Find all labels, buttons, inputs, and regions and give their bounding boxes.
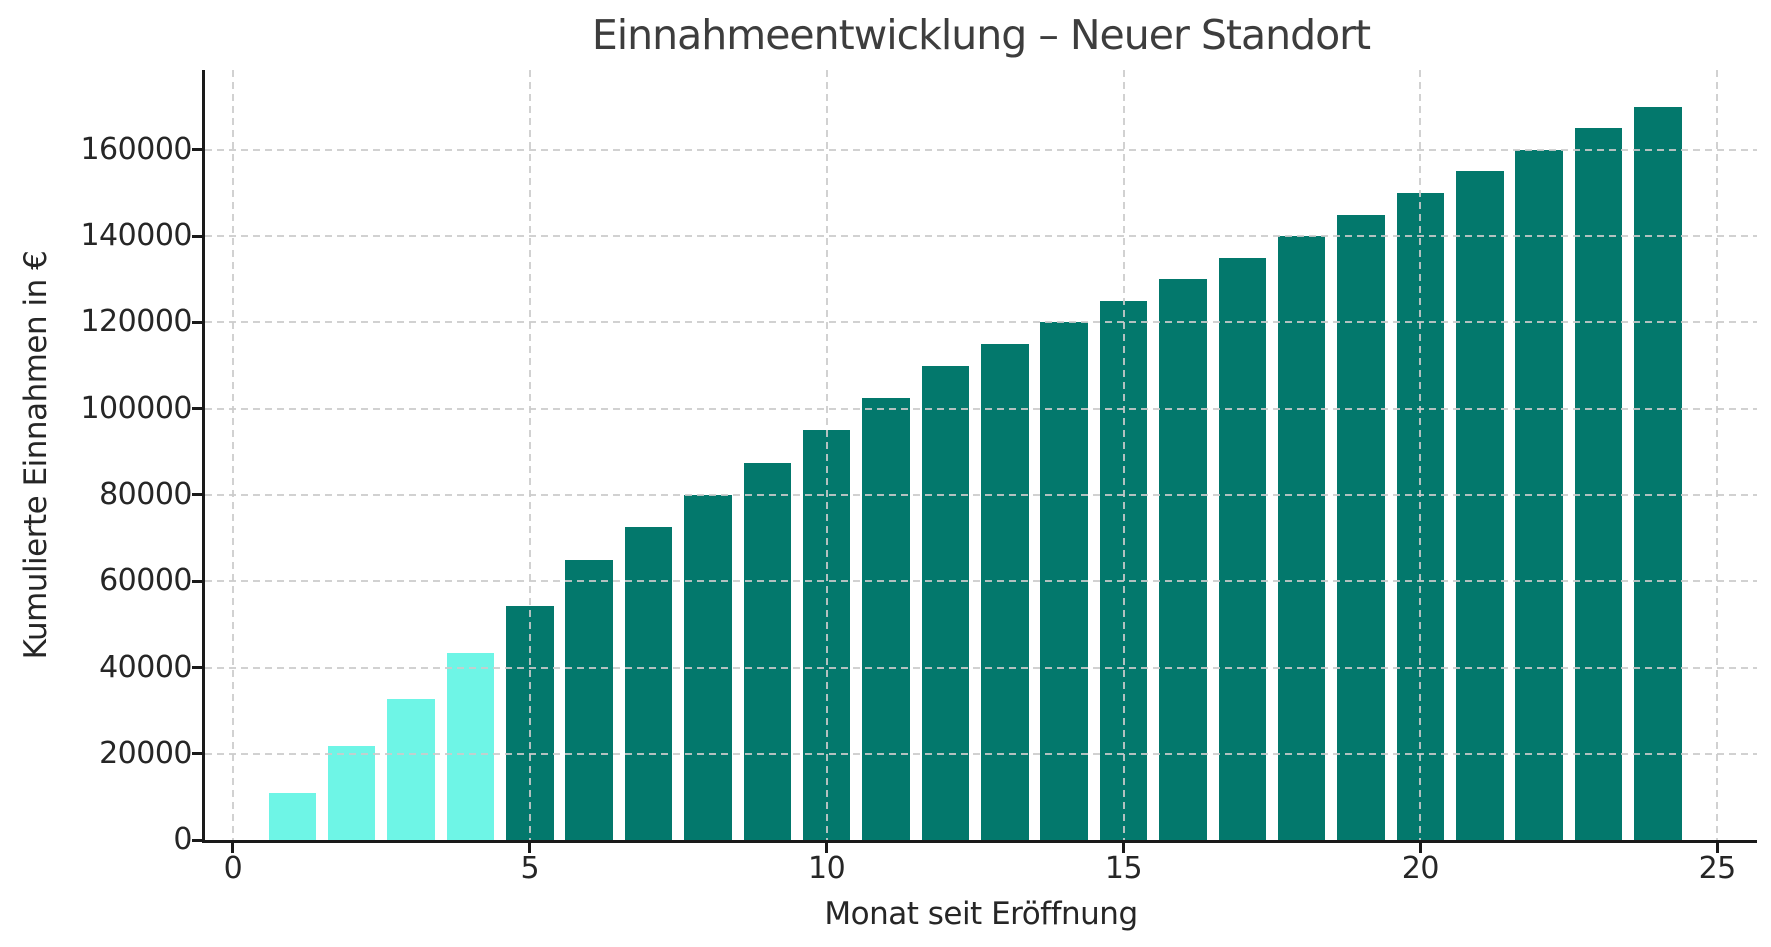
- y-tick-80000: [192, 493, 205, 497]
- y-tick-label-140000: 140000: [80, 218, 192, 254]
- x-tick-20: [1418, 840, 1422, 853]
- bar-month-18: [1277, 236, 1326, 840]
- gridline-h-60000: [205, 580, 1757, 583]
- bar-month-9: [743, 462, 791, 840]
- y-tick-label-40000: 40000: [99, 649, 192, 685]
- bar-month-12: [921, 365, 970, 840]
- y-tick-label-100000: 100000: [80, 390, 192, 426]
- bar-month-1: [268, 792, 316, 840]
- y-tick-60000: [192, 579, 205, 583]
- gridline-h-80000: [205, 493, 1757, 496]
- gridline-h-140000: [205, 235, 1757, 238]
- y-tick-0: [192, 838, 205, 842]
- x-tick-label-0: 0: [223, 851, 243, 886]
- x-tick-5: [528, 840, 532, 853]
- y-tick-label-20000: 20000: [99, 735, 192, 771]
- x-axis-label: Monat seit Eröffnung: [824, 896, 1138, 932]
- y-tick-140000: [192, 234, 205, 238]
- gridline-h-20000: [205, 752, 1757, 755]
- x-tick-0: [231, 840, 235, 853]
- x-tick-10: [825, 840, 829, 853]
- bar-month-23: [1574, 128, 1623, 840]
- bar-month-24: [1634, 106, 1682, 840]
- gridline-v-0: [231, 70, 234, 840]
- bar-month-2: [327, 746, 376, 840]
- y-tick-20000: [192, 752, 205, 756]
- x-tick-label-25: 25: [1698, 851, 1737, 886]
- gridline-h-160000: [205, 148, 1757, 151]
- y-tick-label-160000: 160000: [80, 131, 192, 167]
- y-tick-label-120000: 120000: [80, 304, 192, 340]
- bar-month-3: [387, 699, 435, 840]
- y-tick-120000: [192, 320, 205, 324]
- gridline-h-100000: [205, 407, 1757, 410]
- y-tick-label-60000: 60000: [99, 563, 192, 599]
- bar-month-7: [624, 527, 673, 840]
- bar-month-11: [862, 397, 910, 840]
- x-tick-15: [1122, 840, 1125, 853]
- bar-month-19: [1337, 214, 1385, 840]
- bar-month-17: [1218, 257, 1266, 840]
- bar-month-16: [1159, 279, 1207, 840]
- x-tick-25: [1715, 840, 1719, 853]
- gridline-v-15: [1122, 70, 1125, 840]
- bar-month-6: [565, 559, 613, 840]
- x-tick-label-20: 20: [1401, 851, 1440, 886]
- gridline-h-40000: [205, 666, 1757, 669]
- bar-month-21: [1456, 171, 1504, 840]
- y-tick-label-0: 0: [173, 822, 192, 857]
- x-tick-label-15: 15: [1104, 851, 1143, 886]
- gridline-v-5: [528, 70, 531, 840]
- y-tick-100000: [192, 407, 205, 411]
- gridline-h-120000: [205, 321, 1757, 324]
- gridline-v-25: [1716, 70, 1719, 840]
- chart-title: Einnahmeentwicklung – Neuer Standort: [591, 11, 1371, 59]
- y-tick-label-80000: 80000: [99, 476, 192, 512]
- x-axis-spine: [202, 840, 1757, 843]
- bar-month-13: [981, 343, 1029, 840]
- bar-month-4: [446, 652, 495, 840]
- x-tick-label-5: 5: [520, 851, 540, 886]
- y-tick-40000: [192, 666, 205, 669]
- x-tick-label-10: 10: [808, 851, 846, 886]
- y-tick-160000: [192, 148, 205, 152]
- gridline-v-20: [1419, 70, 1422, 840]
- y-axis-spine: [202, 70, 205, 843]
- gridline-v-10: [825, 70, 828, 840]
